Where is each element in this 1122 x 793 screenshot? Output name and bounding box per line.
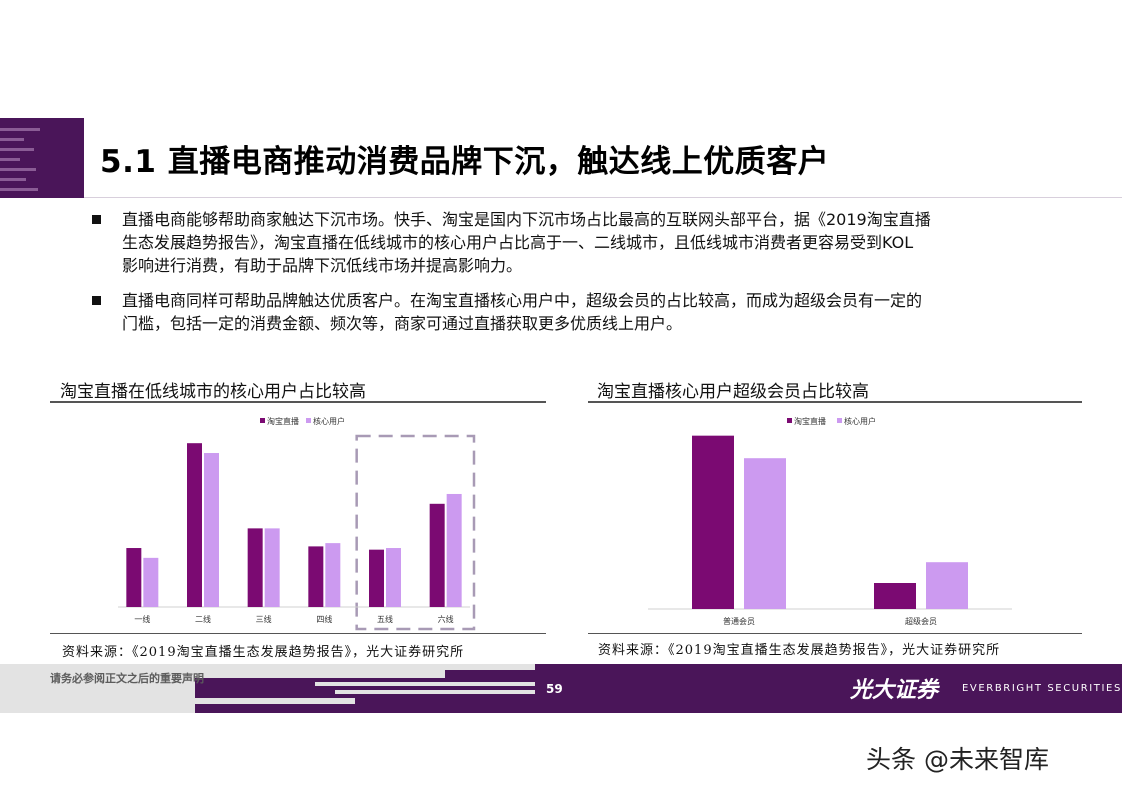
page-title: 5.1 直播电商推动消费品牌下沉，触达线上优质客户 <box>100 144 830 180</box>
x-tick-label: 五线 <box>377 614 393 624</box>
bullet-square-icon <box>92 215 101 224</box>
bullet-line: 生态发展趋势报告》，淘宝直播在低线城市的核心用户占比高于一、二线城市，且低线城市… <box>122 233 914 252</box>
bullet-line: 影响进行消费，有助于品牌下沉低线市场并提高影响力。 <box>122 256 523 275</box>
legend-label: 淘宝直播 <box>794 416 826 426</box>
x-tick-label: 超级会员 <box>905 616 937 626</box>
legend-swatch <box>787 418 792 423</box>
bar <box>744 458 786 609</box>
chart-source: 资料来源：《2019淘宝直播生态发展趋势报告》，光大证券研究所 <box>598 643 1001 658</box>
bullet-line: 门槛，包括一定的消费金额、频次等，商家可通过直播获取更多优质线上用户。 <box>122 314 683 333</box>
watermark: 头条 @未来智库 <box>866 745 1049 774</box>
chart-heading: 淘宝直播在低线城市的核心用户占比较高 <box>60 382 366 402</box>
page-number: 59 <box>546 682 563 696</box>
x-tick-label: 一线 <box>134 614 150 624</box>
x-tick-label: 二线 <box>195 614 211 624</box>
chart-source: 资料来源：《2019淘宝直播生态发展趋势报告》，光大证券研究所 <box>62 645 465 660</box>
bullet-item: 直播电商能够帮助商家触达下沉市场。快手、淘宝是国内下沉市场占比最高的互联网头部平… <box>92 208 1082 277</box>
legend-label: 淘宝直播 <box>267 416 299 426</box>
bullet-item: 直播电商同样可帮助品牌触达优质客户。在淘宝直播核心用户中，超级会员的占比较高，而… <box>92 289 1082 335</box>
brand-logo-en: EVERBRIGHT SECURITIES <box>962 683 1122 694</box>
legend-swatch <box>260 418 265 423</box>
chart-bottom-rule <box>588 633 1082 634</box>
footer-disclaimer: 请务必参阅正文之后的重要声明 <box>50 672 204 685</box>
brand-logo-cn: 光大证券 <box>850 677 939 703</box>
title-accent-block <box>0 118 84 198</box>
x-tick-label: 三线 <box>256 614 272 624</box>
bar <box>926 562 968 609</box>
footer-stripes <box>195 664 535 704</box>
bullet-line: 直播电商能够帮助商家触达下沉市场。快手、淘宝是国内下沉市场占比最高的互联网头部平… <box>122 210 931 229</box>
bar <box>126 548 142 607</box>
x-tick-label: 普通会员 <box>723 616 755 626</box>
legend-label: 核心用户 <box>313 416 345 426</box>
chart-heading-rule <box>588 401 1082 403</box>
legend-swatch <box>306 418 311 423</box>
bar <box>429 503 445 607</box>
chart-heading-rule <box>50 401 546 403</box>
bullet-line: 直播电商同样可帮助品牌触达优质客户。在淘宝直播核心用户中，超级会员的占比较高，而… <box>122 291 923 310</box>
bar <box>247 528 263 607</box>
legend-label: 核心用户 <box>844 416 876 426</box>
bullet-square-icon <box>92 296 101 305</box>
x-tick-label: 六线 <box>438 614 454 624</box>
chart-bottom-rule <box>50 633 546 634</box>
bar <box>446 493 462 607</box>
bar <box>143 557 159 607</box>
bar <box>874 583 916 609</box>
bar <box>264 528 280 607</box>
chart-heading: 淘宝直播核心用户超级会员占比较高 <box>597 382 869 402</box>
x-tick-label: 四线 <box>316 614 332 624</box>
bar <box>369 549 384 607</box>
footer-gray-block <box>0 664 195 713</box>
title-divider <box>84 197 1122 198</box>
bar <box>204 453 219 607</box>
bar <box>187 443 202 607</box>
bar <box>386 548 401 607</box>
bar <box>325 543 341 607</box>
bar <box>308 546 324 607</box>
bar <box>692 435 734 609</box>
legend-swatch <box>837 418 842 423</box>
